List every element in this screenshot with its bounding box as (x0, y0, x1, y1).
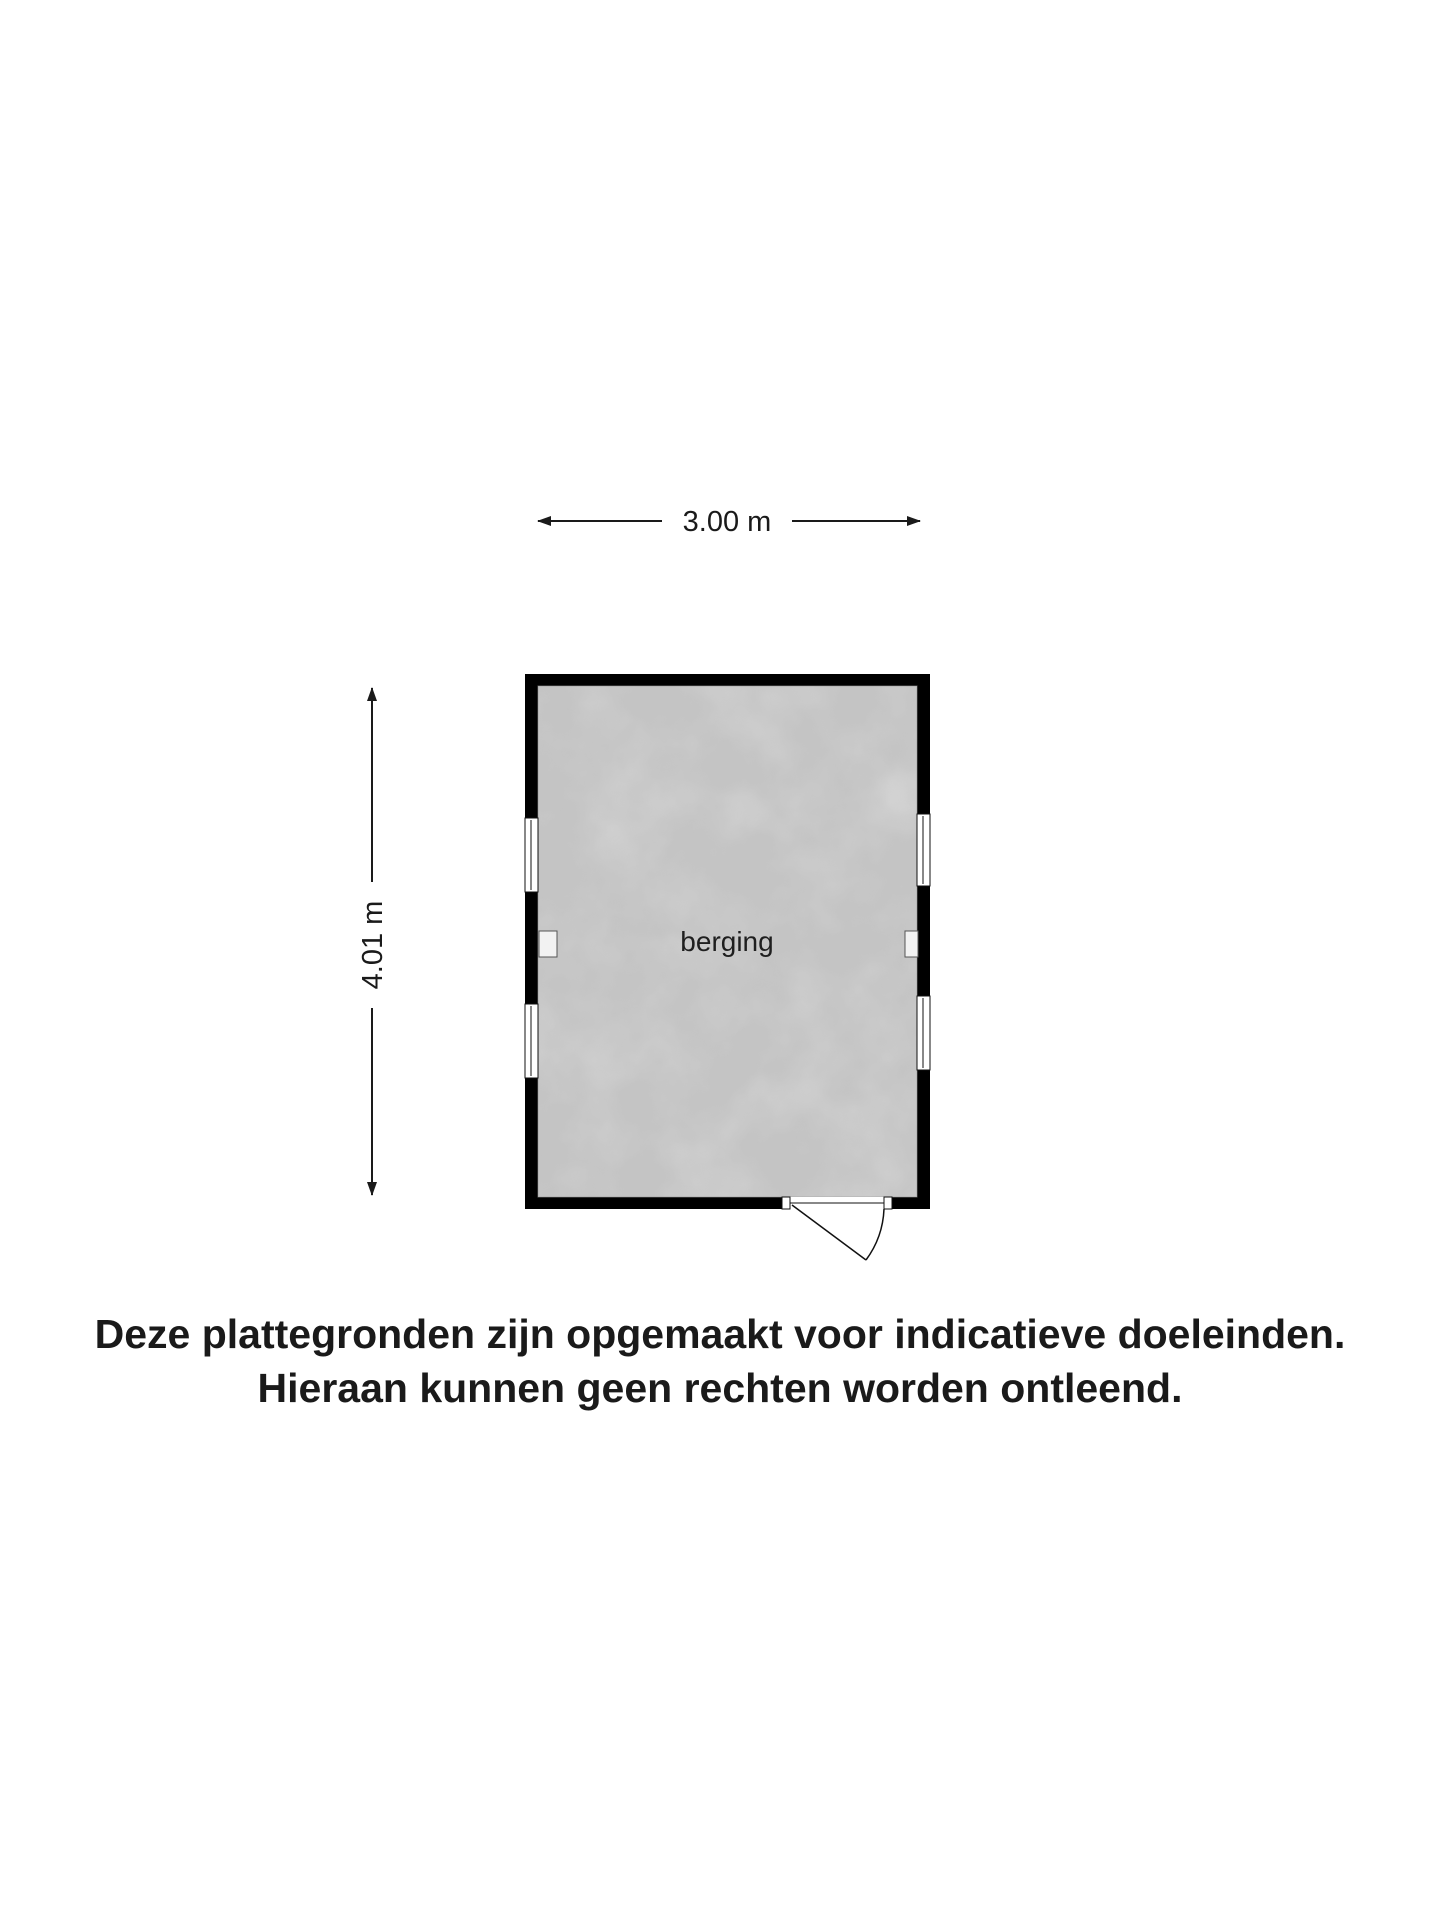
width-dimension-label: 3.00 m (683, 506, 772, 538)
wall-fixture-right (904, 930, 919, 958)
disclaimer-line-2: Hieraan kunnen geen rechten worden ontle… (257, 1365, 1183, 1411)
room-floor-texture (538, 686, 917, 1197)
depth-dimension-label: 4.01 m (357, 901, 389, 990)
window-left-lower (524, 1003, 539, 1079)
disclaimer-line-1: Deze plattegronden zijn opgemaakt voor i… (94, 1311, 1346, 1357)
window-right-upper (916, 813, 931, 887)
wall-fixture-left (538, 930, 558, 958)
window-left-upper (524, 817, 539, 893)
width-dimension: 3.00 m (537, 506, 921, 538)
door-swing-arc (865, 1208, 885, 1261)
room-berging: berging (524, 674, 931, 1261)
door (781, 1196, 893, 1261)
door-leaf (791, 1204, 867, 1261)
window-right-lower (916, 995, 931, 1071)
room-label: berging (680, 926, 773, 957)
depth-dimension: 4.01 m (357, 687, 389, 1196)
